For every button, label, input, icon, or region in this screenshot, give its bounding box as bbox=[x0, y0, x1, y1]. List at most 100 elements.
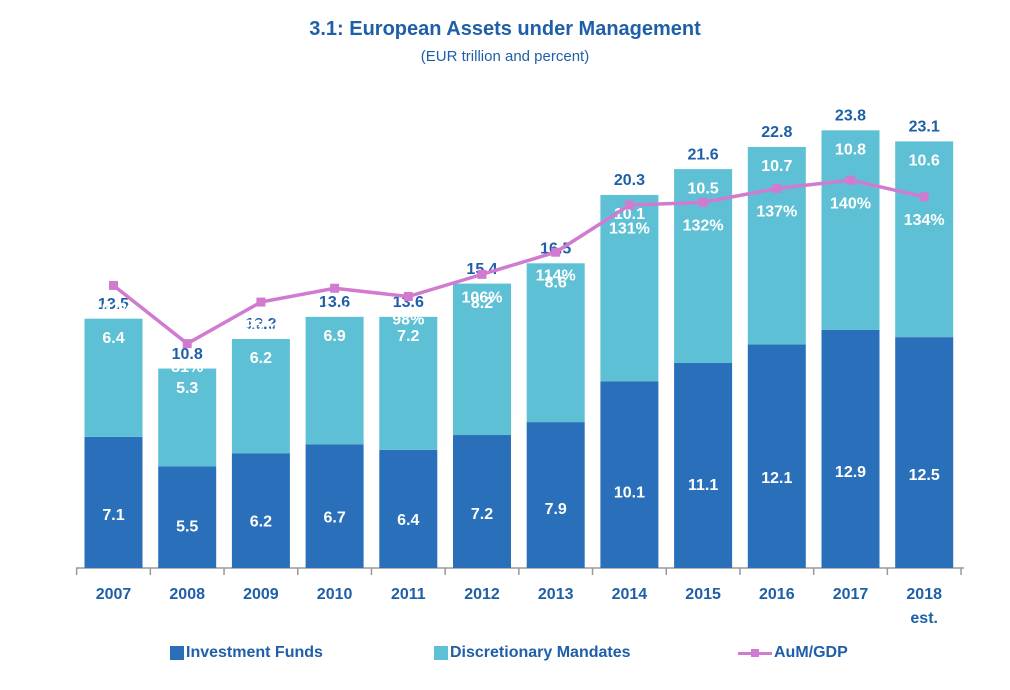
chart-title: 3.1: European Assets under Management bbox=[309, 18, 701, 40]
bar-investment-funds bbox=[895, 337, 954, 568]
bar-discretionary-mandates bbox=[231, 339, 290, 454]
bar-investment-funds bbox=[231, 453, 290, 568]
bar-investment-funds bbox=[453, 435, 511, 568]
data-label-aum-gdp: 98% bbox=[392, 312, 424, 329]
data-label-discretionary-mandates: 6.2 bbox=[250, 350, 272, 367]
data-label-total: 10.8 bbox=[172, 346, 203, 363]
data-label-discretionary-mandates: 10.7 bbox=[761, 158, 792, 175]
bar-investment-funds bbox=[747, 344, 806, 568]
data-label-investment-funds: 7.2 bbox=[471, 506, 493, 523]
bar-investment-funds bbox=[600, 381, 659, 568]
data-label-aum-gdp: 106% bbox=[462, 290, 503, 307]
bar-discretionary-mandates bbox=[895, 141, 954, 338]
legend-swatch-discretionary-mandates bbox=[434, 646, 448, 660]
data-label-total: 13.5 bbox=[98, 296, 129, 313]
bar-investment-funds bbox=[84, 436, 143, 568]
data-label-total: 13.6 bbox=[393, 294, 424, 311]
data-label-total: 23.8 bbox=[835, 108, 866, 125]
data-label-investment-funds: 11.1 bbox=[688, 477, 718, 494]
bar-investment-funds bbox=[821, 329, 880, 568]
x-tick-label: 2015 bbox=[685, 586, 721, 603]
chart-legend: Investment Funds Discretionary Mandates … bbox=[0, 644, 1010, 668]
bar-discretionary-mandates bbox=[453, 283, 511, 436]
bar-investment-funds bbox=[379, 449, 438, 568]
marker-aum-gdp bbox=[698, 197, 708, 207]
chart-subtitle: (EUR trillion and percent) bbox=[420, 48, 590, 65]
line-aum-gdp bbox=[112, 178, 925, 346]
data-label-aum-gdp: 134% bbox=[904, 212, 945, 229]
data-label-investment-funds: 6.4 bbox=[397, 512, 419, 529]
data-label-investment-funds: 6.2 bbox=[250, 513, 272, 530]
bar-discretionary-mandates bbox=[600, 194, 659, 382]
bar-discretionary-mandates bbox=[821, 130, 880, 330]
bar-discretionary-mandates bbox=[747, 146, 806, 345]
data-label-aum-gdp: 81% bbox=[171, 359, 203, 376]
x-tick-label: 2010 bbox=[317, 586, 353, 603]
x-tick-label: 2007 bbox=[96, 586, 132, 603]
chart-plot: 7.1 6.4 13.5 2007 5.5 5.3 10.8 2008 6.2 6.2 12.3 20… bbox=[75, 108, 964, 627]
marker-aum-gdp bbox=[256, 297, 266, 307]
data-label-total: 12.3 bbox=[245, 316, 276, 333]
legend-item-discretionary-mandates: Discretionary Mandates bbox=[434, 644, 631, 662]
x-tick-label: 2018 bbox=[906, 586, 942, 603]
data-label-investment-funds: 12.9 bbox=[835, 464, 866, 481]
x-tick-label: 2011 bbox=[391, 586, 426, 603]
data-label-aum-gdp: 102% bbox=[93, 301, 134, 318]
data-label-discretionary-mandates: 7.2 bbox=[397, 328, 419, 345]
marker-aum-gdp bbox=[846, 175, 855, 185]
bar-investment-funds bbox=[305, 444, 364, 568]
bar-discretionary-mandates bbox=[379, 316, 438, 450]
legend-item-aum-gdp: AuM/GDP bbox=[738, 644, 848, 662]
x-tick-label: 2017 bbox=[833, 586, 869, 603]
data-label-investment-funds: 6.7 bbox=[323, 510, 345, 527]
marker-aum-gdp bbox=[182, 339, 192, 349]
bar-investment-funds bbox=[526, 422, 585, 568]
marker-aum-gdp bbox=[919, 192, 929, 202]
x-tick-label: 2008 bbox=[169, 586, 205, 603]
data-label-total: 13.6 bbox=[319, 294, 350, 311]
marker-aum-gdp bbox=[109, 280, 118, 290]
data-label-aum-gdp: 96% bbox=[245, 317, 277, 334]
x-tick-label: 2009 bbox=[243, 586, 279, 603]
data-label-total: 23.1 bbox=[909, 119, 940, 136]
data-label-aum-gdp: 131% bbox=[609, 220, 650, 237]
data-label-investment-funds: 7.1 bbox=[102, 507, 124, 524]
marker-aum-gdp bbox=[624, 200, 634, 210]
bar-discretionary-mandates bbox=[158, 368, 217, 467]
bar-investment-funds bbox=[158, 466, 217, 568]
data-label-total: 21.6 bbox=[688, 146, 719, 163]
legend-swatch-investment-funds bbox=[170, 646, 184, 660]
data-label-aum-gdp: 137% bbox=[756, 204, 797, 221]
marker-aum-gdp bbox=[403, 292, 413, 302]
data-label-discretionary-mandates: 6.4 bbox=[102, 330, 124, 347]
data-label-investment-funds: 10.1 bbox=[614, 485, 645, 502]
legend-label-discretionary-mandates: Discretionary Mandates bbox=[450, 644, 631, 661]
data-label-aum-gdp: 114% bbox=[536, 267, 576, 284]
data-label-discretionary-mandates: 10.5 bbox=[688, 180, 719, 197]
x-tick-label: 2014 bbox=[612, 586, 648, 603]
data-label-total: 20.3 bbox=[614, 172, 645, 189]
data-label-investment-funds: 12.1 bbox=[761, 470, 792, 487]
marker-aum-gdp bbox=[330, 283, 340, 293]
bar-discretionary-mandates bbox=[305, 316, 364, 445]
marker-aum-gdp bbox=[551, 247, 561, 257]
data-label-discretionary-mandates: 5.3 bbox=[176, 380, 198, 397]
data-label-discretionary-mandates: 10.8 bbox=[835, 142, 866, 159]
data-label-total: 22.8 bbox=[761, 124, 792, 141]
x-tick-sublabel: est. bbox=[910, 610, 938, 627]
data-label-investment-funds: 7.9 bbox=[545, 501, 567, 518]
x-tick-label: 2012 bbox=[464, 586, 500, 603]
legend-label-aum-gdp: AuM/GDP bbox=[774, 644, 848, 661]
data-label-aum-gdp: 140% bbox=[830, 195, 871, 212]
marker-aum-gdp bbox=[477, 269, 487, 279]
data-label-investment-funds: 12.5 bbox=[909, 467, 940, 484]
legend-item-investment-funds: Investment Funds bbox=[170, 644, 323, 662]
legend-label-investment-funds: Investment Funds bbox=[186, 644, 323, 661]
data-label-discretionary-mandates: 8.6 bbox=[545, 275, 567, 292]
data-label-discretionary-mandates: 10.6 bbox=[909, 153, 940, 170]
legend-swatch-aum-gdp bbox=[738, 646, 772, 660]
bar-discretionary-mandates bbox=[84, 318, 143, 437]
bar-investment-funds bbox=[674, 363, 733, 568]
x-tick-label: 2013 bbox=[538, 586, 574, 603]
